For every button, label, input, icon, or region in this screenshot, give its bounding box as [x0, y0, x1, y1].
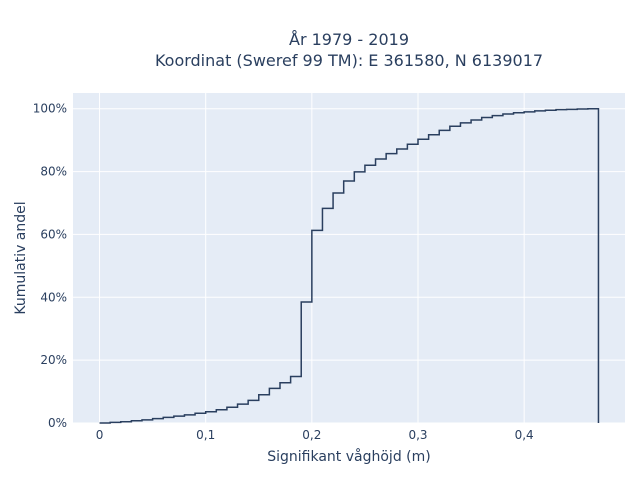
- x-tick-label: 0,4: [515, 428, 534, 442]
- chart-title-line-1: År 1979 - 2019: [289, 30, 409, 49]
- cumulative-distribution-line: [99, 107, 600, 424]
- tick-labels: 0 0,1 0,2 0,3 0,4 0% 20% 40% 60% 80% 100%: [33, 102, 534, 442]
- y-tick-label: 100%: [33, 102, 67, 116]
- x-tick-label: 0,3: [408, 428, 427, 442]
- chart-title-line-2: Koordinat (Sweref 99 TM): E 361580, N 61…: [155, 51, 543, 70]
- x-tick-label: 0,2: [302, 428, 321, 442]
- x-tick-label: 0: [96, 428, 104, 442]
- x-tick-label: 0,1: [196, 428, 215, 442]
- y-tick-label: 60%: [40, 227, 67, 241]
- y-tick-label: 20%: [40, 353, 67, 367]
- grid: [73, 93, 625, 424]
- y-tick-label: 80%: [40, 165, 67, 179]
- y-axis-title: Kumulativ andel: [13, 201, 29, 314]
- series-layer: [99, 107, 600, 424]
- plot-area: [73, 93, 625, 423]
- y-tick-label: 0%: [48, 416, 67, 430]
- x-axis-title: Signifikant våghöjd (m): [267, 448, 430, 465]
- y-tick-label: 40%: [40, 290, 67, 304]
